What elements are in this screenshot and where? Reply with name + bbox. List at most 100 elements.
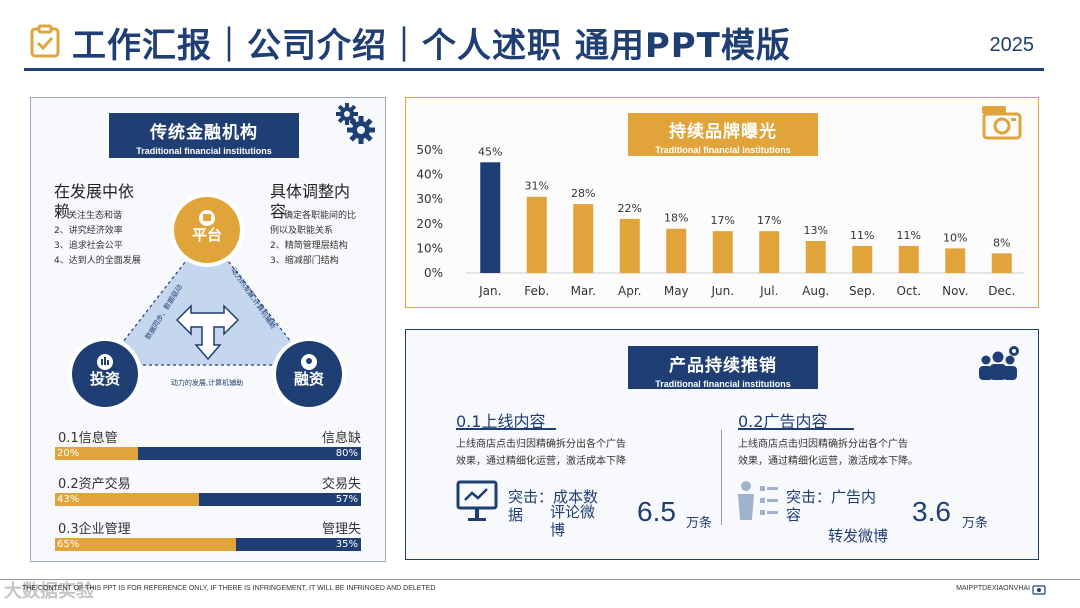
- row-label-left: 0.2资产交易: [58, 477, 131, 492]
- bar-feb: [526, 196, 547, 273]
- year-label: 2025: [989, 34, 1035, 56]
- section-online-number: 6.5: [637, 496, 676, 527]
- data-label: 11%: [897, 229, 921, 242]
- progress-track: 43% 57%: [55, 493, 361, 506]
- footer: 大数据实验 THE CONTENT OF THIS PPT IS FOR REF…: [0, 577, 1080, 608]
- data-label: 11%: [850, 229, 874, 242]
- list-item: 关注生态和谐: [68, 211, 123, 221]
- label-sub: Traditional financial institutions: [655, 145, 791, 155]
- node-investment: [68, 337, 142, 408]
- section-online-highlight: 突击：成本数 据: [508, 488, 599, 524]
- x-tick-label: Jul.: [759, 284, 778, 298]
- brand-exposure-panel: 持续品牌曝光 Traditional financial institution…: [405, 97, 1039, 308]
- node-financing-label: 融资: [294, 370, 324, 388]
- section-online-unit: 万条: [686, 516, 713, 531]
- data-label: 28%: [571, 187, 595, 200]
- y-tick-label: 10%: [416, 241, 443, 255]
- pct-right: 80%: [335, 448, 358, 459]
- pct-right: 57%: [335, 494, 358, 505]
- right-heading: 具体调整内 容: [270, 182, 351, 221]
- bar-jan: [480, 162, 501, 273]
- y-tick-label: 20%: [416, 217, 443, 231]
- data-label: 45%: [478, 145, 502, 158]
- footer-logo-icon: [1032, 585, 1046, 595]
- arrows-icon: [175, 304, 240, 361]
- list-item: 3、追求社会公平: [54, 241, 123, 251]
- pct-left: 65%: [57, 539, 80, 550]
- bar-jul: [759, 231, 780, 273]
- list-item: 2、讲究经济效率: [54, 226, 123, 236]
- node-investment-label: 投资: [90, 370, 120, 388]
- right-list: 确定各职能间的比 例以及职能关系 2、精简管理层结构 3、缩减部门结构: [270, 209, 356, 269]
- y-tick-label: 40%: [416, 168, 443, 182]
- section-ad-underline: [738, 428, 854, 430]
- watermark: 大数据实验: [4, 581, 94, 602]
- x-tick-label: Dec.: [988, 284, 1015, 298]
- y-tick-label: 0%: [424, 266, 443, 280]
- section-online-title: 0.1上线内容: [456, 412, 546, 431]
- progress-fill: [55, 447, 138, 460]
- triangle-diagram: 平台 投资 融资 数据同步、数据驱动 动力的发展,计算机辅助 动力的发展,计算机…: [68, 193, 346, 408]
- x-tick-label: Apr.: [618, 284, 641, 298]
- label-main: 传统金融机构: [150, 123, 258, 143]
- data-label: 17%: [757, 214, 781, 227]
- list-item: 确定各职能间的比: [284, 211, 357, 221]
- label-main: 产品持续推销: [669, 356, 777, 376]
- progress-track: 65% 35%: [55, 538, 361, 551]
- progress-track: 20% 80%: [55, 447, 361, 460]
- brand-exposure-label: 持续品牌曝光 Traditional financial institution…: [628, 113, 818, 156]
- x-tick-label: Jan.: [478, 284, 501, 298]
- x-tick-label: Jun.: [710, 284, 734, 298]
- camera-icon: [982, 106, 1022, 140]
- pct-right: 35%: [335, 539, 358, 550]
- person-list-icon: [738, 481, 778, 520]
- triangle-area: [103, 233, 311, 366]
- list-item: 例以及职能关系: [270, 226, 334, 236]
- traditional-finance-label: 传统金融机构 Traditional financial institution…: [109, 113, 299, 158]
- bar-apr: [619, 218, 640, 273]
- x-tick-label: Mar.: [571, 284, 596, 298]
- data-label: 22%: [618, 202, 642, 215]
- section-online-underline: [456, 428, 556, 430]
- data-label: 18%: [664, 212, 688, 225]
- data-label: 10%: [943, 231, 967, 244]
- x-tick-label: Oct.: [896, 284, 921, 298]
- node-platform-label: 平台: [192, 226, 222, 244]
- row-label-left: 0.1信息管: [58, 431, 118, 446]
- data-label: 31%: [525, 180, 549, 193]
- left-heading: 在发展中依 赖: [54, 182, 135, 221]
- header-rule: [24, 68, 1044, 71]
- section-ad-title: 0.2广告内容: [738, 412, 828, 431]
- section-online-body: 上线商店点击归因精确拆分出各个广告 效果，通过精细化运营，激活成本下降: [456, 439, 626, 467]
- row-label-left: 0.3企业管理: [58, 522, 131, 537]
- label-sub: Traditional financial institutions: [136, 146, 272, 156]
- bar-aug: [805, 241, 826, 273]
- gears-icon: [336, 103, 375, 144]
- monthly-bar-chart: 0% 10% 20% 30% 40% 50% 45% Jan. 31% Feb. 28% Mar. 22…: [416, 143, 1024, 298]
- pct-left: 20%: [57, 448, 80, 459]
- row-label-right: 管理失: [321, 522, 361, 537]
- x-tick-label: Feb.: [524, 284, 549, 298]
- bar-jun: [712, 231, 733, 273]
- x-tick-label: May: [664, 284, 689, 298]
- x-tick-label: Sep.: [849, 284, 875, 298]
- node-financing: [272, 337, 346, 408]
- section-ad-highlight: 突击：广告内 容: [786, 488, 877, 524]
- footer-brand: MAIPPTDEXIAONVHAI: [956, 585, 1030, 592]
- label-main: 持续品牌曝光: [669, 122, 777, 142]
- traditional-finance-panel: 传统金融机构 Traditional financial institution…: [30, 97, 386, 562]
- x-tick-label: Nov.: [942, 284, 968, 298]
- row-label-right: 信息缺: [321, 431, 361, 446]
- node-platform: [170, 193, 244, 267]
- y-tick-label: 30%: [416, 192, 443, 206]
- header: 工作汇报｜公司介绍｜个人述职 通用PPT模版 2025: [0, 0, 1080, 72]
- progress-fill: [55, 493, 199, 506]
- y-tick-label: 50%: [416, 143, 443, 157]
- clipboard-icon: [30, 24, 60, 58]
- page-title: 工作汇报｜公司介绍｜个人述职 通用PPT模版: [72, 26, 791, 66]
- bar-dec: [991, 253, 1012, 273]
- left-list: 关注生态和谐 2、讲究经济效率 3、追求社会公平 4、达到人的全面发展: [54, 209, 141, 269]
- data-label: 13%: [804, 224, 828, 237]
- team-gear-icon: [979, 346, 1019, 380]
- row-label-right: 交易失: [321, 477, 361, 492]
